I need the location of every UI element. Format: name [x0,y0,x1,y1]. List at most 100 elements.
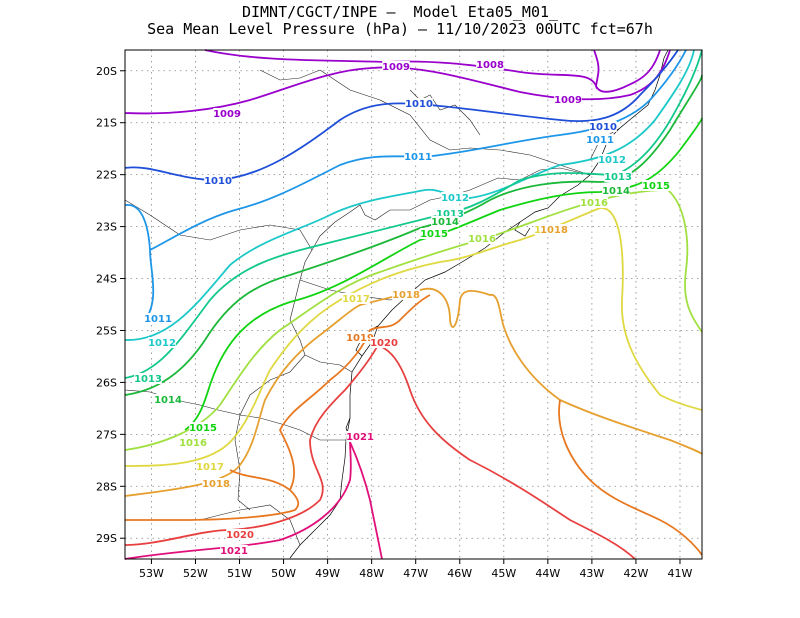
isobar-label-bg [554,94,582,105]
lat-tick-label: 23S [96,221,117,234]
isobar-label-bg [226,529,254,540]
isobar-label-bg [220,545,248,556]
isobar-label: 1020 [370,338,398,349]
isobar-label: 1009 [382,62,410,73]
isobar-label-bg [589,121,617,132]
isobar-label: 1009 [213,109,241,120]
isobar-label-bg [420,228,448,239]
isobar-label-bg [144,313,172,324]
atlantic-coastline [289,104,649,559]
isobar-label-bg [134,373,162,384]
state-borders [124,69,621,546]
isobar-label-bg [189,422,217,433]
guanabara-bay [514,221,531,237]
isobar-label: 1016 [468,234,496,245]
lon-tick-label: 46W [447,567,472,580]
lat-tick-label: 22S [96,169,117,182]
title-line-1: DIMNT/CGCT/INPE – Model Eta05_M01_ [241,3,559,21]
isobar-label: 1012 [148,338,176,349]
isobar-label: 1013 [134,374,162,385]
isobar-label: 1018 [392,290,420,301]
isobar-label: 1021 [346,432,374,443]
border-mg-go [259,69,321,81]
border-pr-sc [304,354,353,373]
isobar-label: 1008 [476,60,504,71]
isobar-label-bg [370,337,398,348]
isobar-label: 1017 [196,462,224,473]
isobar-label: 1016 [580,198,608,209]
border-pr-sc-west [239,354,306,416]
lon-tick-label: 42W [623,567,648,580]
isobar-label-bg [179,437,207,448]
isobar-label: 1011 [144,314,172,325]
isobar-label-bg [468,233,496,244]
lat-tick-label: 20S [96,65,117,78]
isobar-label: 1018 [540,225,568,236]
isobar-label-bg [154,394,182,405]
isobar-label: 1012 [441,193,469,204]
border-pr-west [289,279,306,356]
isobar-1009 [124,49,671,115]
isobar-label-bg [441,192,469,203]
lat-tick-label: 27S [96,428,117,441]
isobar-label: 1021 [220,546,248,557]
lon-tick-label: 48W [359,567,384,580]
isobar-label: 1016 [179,438,207,449]
border-uruguay [199,504,301,546]
isobar-label-bg [476,59,504,70]
isobar-label-bg [196,461,224,472]
axis-ticks: 53W 52W 51W 50W 49W 48W 47W 46W 45W 44W 43W 42W 41W 2… [96,65,693,580]
border-sc-rs [239,414,346,441]
border-rs-inner [234,414,251,511]
isobar-1019 [278,294,431,491]
isobar-label: 1019 [346,333,374,344]
isobar-label-bg [602,185,630,196]
border-sp-mg [349,167,591,221]
isobar-label-bg [148,337,176,348]
isobar-label: 1010 [204,176,232,187]
coast-north [647,49,669,106]
isobar-label: 1018 [202,479,230,490]
isobar-label-bg [431,216,459,227]
title-line-2: Sea Mean Level Pressure (hPa) – 11/10/20… [147,20,653,38]
lon-tick-label: 52W [183,567,208,580]
isobar-label-bg [642,180,670,191]
isobar-label: 1014 [602,186,630,197]
isobar-label-bg [202,478,230,489]
isobar-label-bg [342,293,370,304]
lon-tick-label: 49W [315,567,340,580]
isobar-label-bg [346,431,374,442]
lat-tick-label: 25S [96,324,117,337]
isobar-label-bg [405,98,433,109]
lon-tick-label: 44W [535,567,560,580]
sao-francisco-bay [355,341,363,357]
isobar-label: 1013 [436,209,464,220]
lat-tick-label: 26S [96,376,117,389]
isobar-label: 1015 [189,423,217,434]
lon-tick-label: 51W [227,567,252,580]
lat-tick-label: 28S [96,480,117,493]
isobar-1019 [125,469,300,521]
isobar-1020 [124,343,636,560]
isobar-label: 1014 [431,217,459,228]
isobar-label: 1010 [589,122,617,133]
lon-tick-label: 45W [491,567,516,580]
isobar-label-bg [204,175,232,186]
isobar-1016 [124,189,703,451]
isobar-1012 [124,49,695,341]
isobar-label-bg [586,134,614,145]
isobar-labels: 1008 1009 1009 1009 1010 1010 1010 1011 1011 1011… [134,59,670,557]
chart-title: DIMNT/CGCT/INPE – Model Eta05_M01_ Sea M… [0,4,800,38]
isobar-label-bg [382,61,410,72]
isobar-label-bg [404,151,432,162]
plot-frame [124,49,703,560]
lon-tick-label: 47W [403,567,428,580]
isobar-label: 1015 [642,181,670,192]
isobar-label: 1013 [604,172,632,183]
lon-tick-label: 50W [271,567,296,580]
border-mg-north [319,69,591,176]
lon-tick-label: 43W [579,567,604,580]
isobar-label-bg [580,197,608,208]
lat-tick-label: 24S [96,273,117,286]
